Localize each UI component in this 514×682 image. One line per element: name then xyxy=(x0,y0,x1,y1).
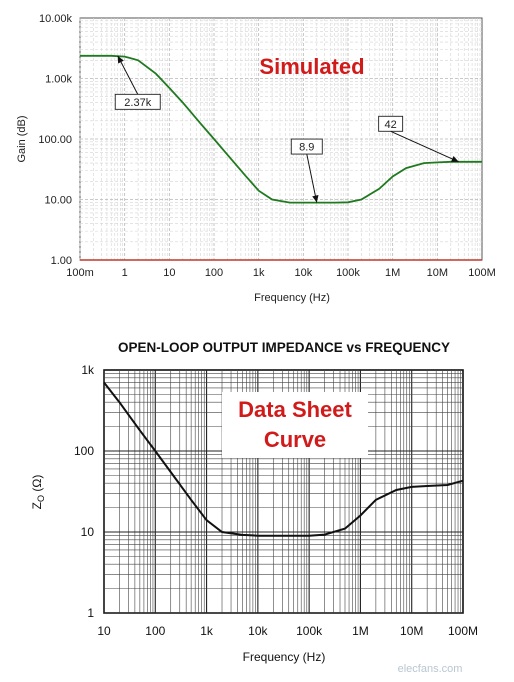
y-tick-label: 1.00k xyxy=(45,74,72,86)
simulated-y-ticks: 1.00 10.00 100.00 1.00k 10.00k xyxy=(38,13,72,267)
x-tick-label: 100k xyxy=(336,267,360,279)
x-tick-label: 10 xyxy=(97,624,111,638)
x-tick-label: 100 xyxy=(205,267,223,279)
datasheet-chart: OPEN-LOOP OUTPUT IMPEDANCE vs FREQUENCY … xyxy=(30,340,478,664)
annotation: 2.37k xyxy=(114,55,161,110)
y-tick-label: 100.00 xyxy=(38,134,72,146)
x-tick-label: 1 xyxy=(122,267,128,279)
datasheet-impedance-line xyxy=(103,381,464,537)
annotation: 42 xyxy=(378,115,459,163)
x-tick-label: 100M xyxy=(448,624,478,638)
annotation-arrowhead xyxy=(312,195,319,203)
x-tick-label: 100m xyxy=(66,267,94,279)
datasheet-grid xyxy=(103,370,463,614)
x-tick-label: 10M xyxy=(400,624,423,638)
y-tick-label: 1 xyxy=(87,606,94,620)
datasheet-overlay-label-line1: Data Sheet xyxy=(238,397,352,422)
annotation-box xyxy=(378,115,404,132)
y-tick-label: 100 xyxy=(74,444,94,458)
datasheet-y-axis-label: ZO (Ω) xyxy=(30,475,46,510)
annotation-arrowhead xyxy=(450,156,459,162)
x-tick-label: 10k xyxy=(294,267,312,279)
datasheet-x-axis-label: Frequency (Hz) xyxy=(243,650,326,664)
x-tick-label: 1M xyxy=(385,267,400,279)
x-tick-label: 1k xyxy=(253,267,265,279)
y-tick-label: 10.00k xyxy=(39,13,73,25)
y-tick-label: 10 xyxy=(81,525,95,539)
annotation-pointer xyxy=(390,130,459,163)
y-tick-label: 1.00 xyxy=(51,255,72,267)
annotation-label: 2.37k xyxy=(124,97,151,109)
x-tick-label: 1k xyxy=(200,624,214,638)
watermark: elecfans.com xyxy=(398,663,463,675)
datasheet-overlay-backdrop xyxy=(222,392,368,458)
simulated-annotations: 2.37k 8.9 42 xyxy=(114,55,459,203)
simulated-overlay-label: Simulated xyxy=(259,54,364,79)
datasheet-y-axis-unit: (Ω) xyxy=(30,475,44,495)
x-tick-label: 10M xyxy=(427,267,448,279)
x-tick-label: 100k xyxy=(296,624,323,638)
simulated-gain-line xyxy=(80,54,482,204)
annotation-label: 8.9 xyxy=(299,142,314,154)
datasheet-y-axis-symbol: Z xyxy=(30,502,44,509)
x-tick-label: 100M xyxy=(468,267,496,279)
datasheet-overlay-label-line2: Curve xyxy=(264,427,326,452)
x-tick-label: 10 xyxy=(163,267,175,279)
datasheet-title: OPEN-LOOP OUTPUT IMPEDANCE vs FREQUENCY xyxy=(118,340,450,355)
svg-text:ZO (Ω): ZO (Ω) xyxy=(30,475,46,510)
annotation: 8.9 xyxy=(290,138,323,203)
simulated-x-ticks: 100m 1 10 100 1k 10k 100k 1M 10M 100M xyxy=(66,267,496,279)
annotation-box xyxy=(114,93,161,110)
simulated-x-axis-label: Frequency (Hz) xyxy=(254,292,330,304)
x-tick-label: 1M xyxy=(352,624,369,638)
x-tick-label: 100 xyxy=(145,624,165,638)
datasheet-x-ticks: 10 100 1k 10k 100k 1M 10M 100M xyxy=(97,624,478,638)
simulated-y-axis-label: Gain (dB) xyxy=(16,115,28,162)
annotation-arrowhead xyxy=(117,55,124,64)
x-tick-label: 10k xyxy=(248,624,268,638)
datasheet-y-axis-subscript: O xyxy=(36,495,46,502)
datasheet-y-ticks: 1 10 100 1k xyxy=(74,363,95,620)
annotation-pointer xyxy=(117,55,139,95)
y-tick-label: 10.00 xyxy=(44,195,72,207)
annotation-pointer xyxy=(306,153,318,203)
annotation-label: 42 xyxy=(385,119,397,131)
y-tick-label: 1k xyxy=(81,363,95,377)
annotation-box xyxy=(290,138,323,155)
